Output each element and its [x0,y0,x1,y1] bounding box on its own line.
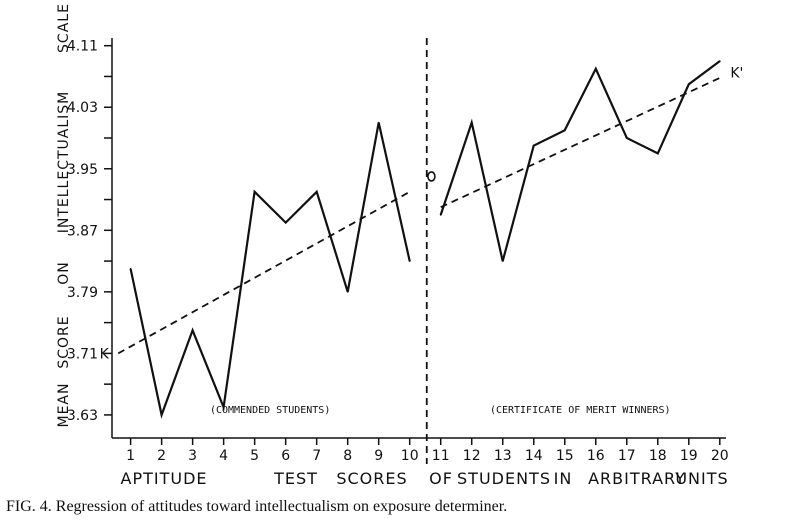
data-point [563,129,566,132]
x-tick-label: 11 [432,448,450,464]
y-tick-label: 3.95 [67,162,98,178]
x-tick-label: 12 [463,448,481,464]
regression-line-label: K [100,346,110,362]
data-point [625,137,628,139]
x-tick-label: 20 [711,448,729,464]
x-tick-label: 3 [188,448,197,464]
x-axis-label-word: UNITS [675,469,728,488]
y-axis-label-word: SCALE [56,3,72,53]
x-tick-label: 5 [250,448,259,464]
x-tick-label: 13 [494,448,512,464]
y-tick-label: 3.63 [67,408,98,424]
y-tick-label: 3.79 [67,285,98,301]
data-point [346,291,349,293]
x-tick-label: 18 [649,448,667,464]
x-axis-label-word: OF [429,469,453,488]
regression-line-label: K' [730,65,743,81]
x-axis-label-word: TEST [273,469,318,488]
group-annotations: (COMMENDED STUDENTS) (CERTIFICATE OF MERI… [210,405,671,416]
data-point [129,267,132,270]
y-tick-label: 4.03 [67,100,98,116]
x-axis-label-word: IN [554,469,573,488]
series-line [439,60,721,262]
data-series [129,60,721,419]
x-tick-label: 8 [343,448,352,464]
data-point [656,152,659,155]
x-tick-label: 4 [219,448,228,464]
data-point [377,121,380,124]
y-axis-label: MEAN SCORE ON INTELLECTUALISM SCALE [56,3,72,427]
regression-line [117,191,411,355]
data-point [284,221,287,224]
y-ticks: 3.63 3.71 3.79 3.87 3.95 4.03 4.11 [67,39,112,424]
y-axis-label-word: SCORE [56,315,72,368]
x-axis-label-word: SCORES [336,469,407,488]
x-tick-label: 17 [618,448,636,464]
x-axis-label-word: ARBITRARY [588,469,686,488]
axes [111,38,726,464]
data-point [532,144,535,147]
x-tick-label: 1 [126,448,135,464]
x-axis-label-word: APTITUDE [121,469,208,488]
y-tick-label: 4.11 [67,39,98,55]
x-tick-label: 15 [556,448,574,464]
x-tick-label: 10 [401,448,419,464]
data-point [408,260,411,262]
x-ticks: 1 2 3 4 5 6 7 8 9 10 11 12 13 14 15 16 17 18 19 20 [126,438,729,464]
x-tick-label: 2 [157,448,166,464]
x-axis-label: APTITUDE TEST SCORES OF STUDENTS IN ARBITRARYU… [121,469,728,488]
data-point [191,329,194,332]
x-tick-label: 7 [312,448,321,464]
x-axis-label-word: STUDENTS [457,469,551,488]
y-axis-label-word: INTELLECTUALISM [56,91,72,234]
y-tick-label: 3.71 [67,346,98,362]
x-tick-label: 19 [680,448,698,464]
figure-caption: FIG. 4. Regression of attitudes toward i… [6,498,507,515]
regression-line [440,75,724,209]
x-tick-label: 6 [281,448,290,464]
x-tick-label: 9 [374,448,383,464]
y-axis-label-word: MEAN [56,383,72,428]
data-point [687,83,690,85]
y-tick-label: 3.87 [67,223,98,239]
data-point [594,67,597,70]
data-point [470,121,473,124]
data-point [222,406,225,409]
data-point [718,60,721,62]
data-point [439,214,442,216]
data-point [253,191,256,193]
series-line [129,122,411,419]
data-point [315,191,318,193]
trend-lines: K K' [100,65,744,362]
data-point [160,414,163,416]
group-label: (COMMENDED STUDENTS) [210,405,330,416]
outlier-marker [427,171,436,182]
data-point [501,260,504,262]
group-label: (CERTIFICATE OF MERIT WINNERS) [490,405,671,416]
x-tick-label: 16 [587,448,605,464]
y-axis-label-word: ON [56,261,72,285]
x-tick-label: 14 [525,448,543,464]
